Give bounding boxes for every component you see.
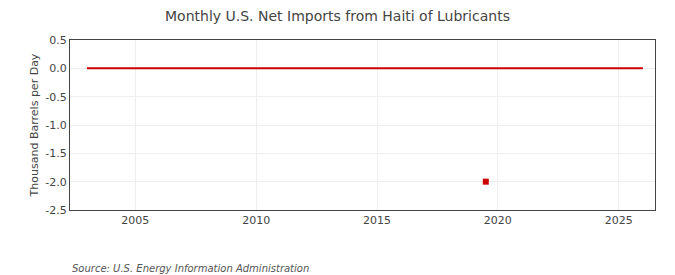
svg-text:2010: 2010 [242, 214, 270, 227]
svg-text:-2.0: -2.0 [45, 176, 66, 189]
svg-text:-1.5: -1.5 [45, 147, 66, 160]
svg-text:0.5: 0.5 [49, 34, 67, 47]
svg-text:Monthly U.S. Net Imports from: Monthly U.S. Net Imports from Haiti of L… [165, 8, 510, 24]
svg-text:Thousand Barrels per Day: Thousand Barrels per Day [28, 53, 41, 197]
svg-text:2020: 2020 [484, 214, 512, 227]
svg-text:2025: 2025 [605, 214, 633, 227]
svg-text:-0.5: -0.5 [45, 91, 66, 104]
svg-text:2015: 2015 [363, 214, 391, 227]
svg-text:-2.5: -2.5 [45, 204, 66, 217]
svg-text:-1.0: -1.0 [45, 119, 66, 132]
svg-text:2005: 2005 [121, 214, 149, 227]
svg-text:0.0: 0.0 [49, 62, 67, 75]
svg-text:Source: U.S. Energy Informatio: Source: U.S. Energy Information Administ… [72, 263, 309, 274]
